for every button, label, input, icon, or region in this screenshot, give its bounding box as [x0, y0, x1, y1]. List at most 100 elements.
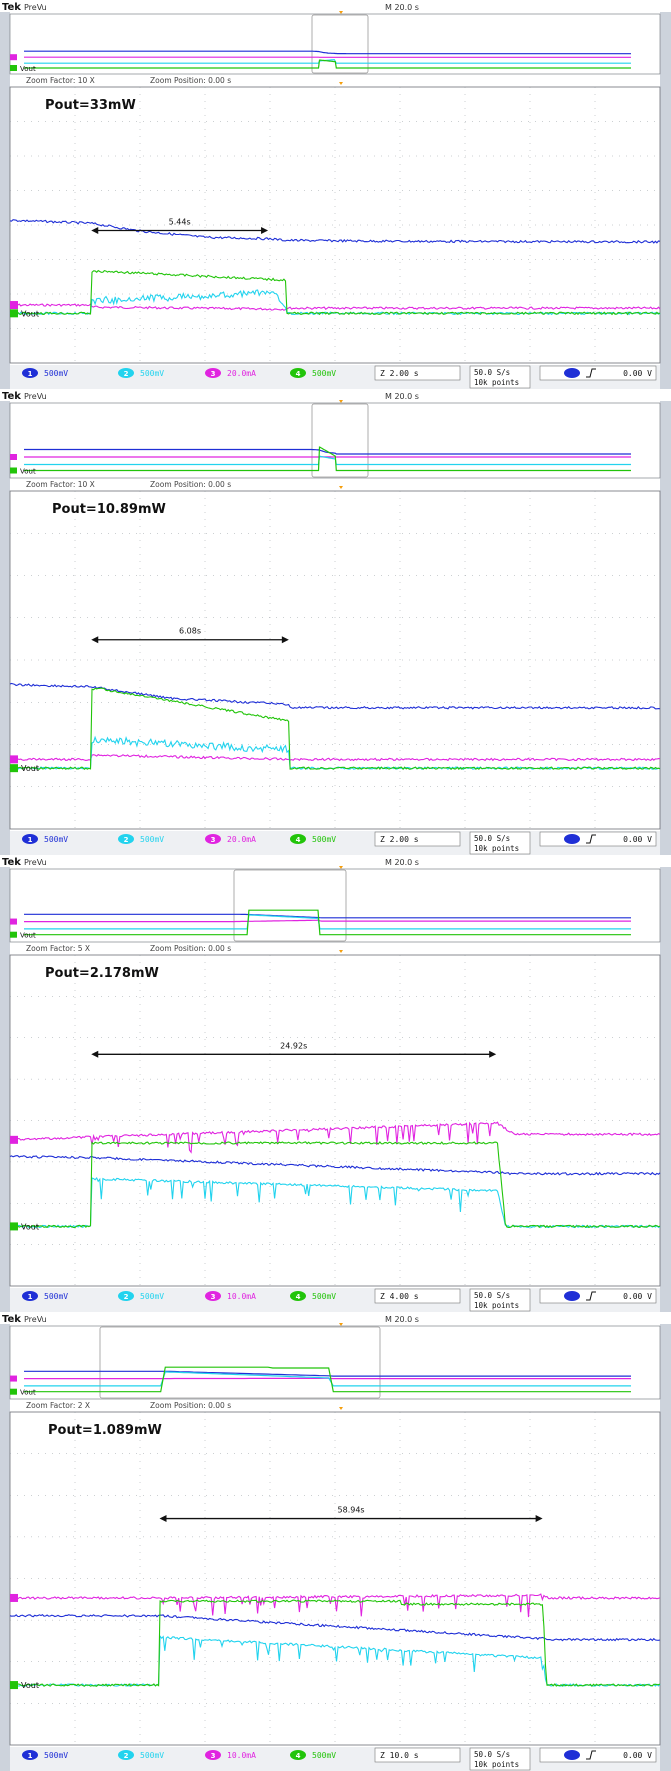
ch4-ground-marker — [10, 1222, 18, 1231]
plot-title: Pout=2.178mW — [45, 966, 159, 981]
trigger-level: 0.00 V — [623, 369, 652, 378]
scope-capture-3: Tek PreVu M 20.0 s Vout Zoom Factor: 5 X Zoom… — [0, 855, 671, 1312]
measurement-arrow-left — [91, 227, 99, 235]
channel-4-badge — [290, 368, 306, 378]
oscilloscope-screen: Tek PreVu M 20.0 s Vout Zoom Factor: 5 X Zoom… — [0, 855, 671, 1312]
zoom-trigger-marker — [339, 486, 343, 489]
sample-rate: 50.0 S/s — [474, 1750, 510, 1759]
trace-ch1 — [9, 1155, 661, 1176]
acquisition-box — [469, 1747, 531, 1771]
overview-trace-ch1 — [24, 1370, 631, 1377]
sample-rate: 50.0 S/s — [474, 1291, 510, 1300]
trace-ch1 — [9, 1614, 661, 1642]
channel-1-scale: 500mV — [44, 1751, 68, 1760]
vout-channel-label: Vout — [21, 1222, 39, 1231]
header-bar — [0, 389, 671, 401]
zoom-position-readout: Zoom Position: 0.00 s — [150, 944, 231, 953]
zoom-window-indicator — [311, 403, 369, 478]
scope-capture-4: Tek PreVu M 20.0 s Vout Zoom Factor: 2 X Zoom… — [0, 1312, 671, 1771]
zoom-position-readout: Zoom Position: 0.00 s — [150, 1401, 231, 1410]
measurement-arrow-right — [489, 1050, 497, 1058]
channel-3-number: 3 — [211, 836, 216, 844]
overview-ch3-marker — [10, 918, 17, 925]
channel-4-number: 4 — [296, 370, 301, 378]
trace-ch4 — [9, 1599, 661, 1687]
timebase-box — [374, 365, 461, 381]
acquisition-state: PreVu — [24, 858, 47, 867]
trigger-level: 0.00 V — [623, 835, 652, 844]
channel-4-badge — [290, 1750, 306, 1760]
overview-ch3-marker — [10, 1375, 17, 1382]
channel-2-scale: 500mV — [140, 1751, 164, 1760]
zoom-timebase: Z 2.00 s — [380, 369, 419, 378]
trace-ch1 — [9, 219, 661, 244]
channel-2-number: 2 — [124, 836, 129, 844]
zoom-position-readout: Zoom Position: 0.00 s — [150, 480, 231, 489]
channel-3-badge — [205, 834, 221, 844]
overview-trace-ch4 — [24, 59, 631, 69]
right-strip — [660, 0, 671, 389]
channel-2-badge — [118, 834, 134, 844]
trace-ch4 — [10, 1141, 661, 1229]
measurement-label: 58.94s — [338, 1506, 365, 1515]
overview-ch4-marker — [10, 931, 17, 938]
overview-vout-label: Vout — [20, 932, 36, 940]
channel-1-badge — [22, 368, 38, 378]
left-strip — [0, 855, 10, 1312]
trigger-source-badge — [564, 834, 580, 844]
overview-trace-ch2 — [24, 1371, 631, 1387]
overview-frame — [9, 868, 661, 943]
oscilloscope-screen: Tek PreVu M 20.0 s Vout Zoom Factor: 10 X Zoo… — [0, 0, 671, 389]
zoom-window-indicator — [233, 869, 347, 942]
timebase-box — [374, 831, 461, 847]
overview-vout-label: Vout — [20, 65, 36, 73]
measurement-label: 5.44s — [169, 218, 191, 227]
vout-channel-label: Vout — [21, 764, 39, 773]
overview-trace-ch2 — [24, 59, 631, 64]
overview-frame — [9, 1325, 661, 1400]
zoom-timebase: Z 10.0 s — [380, 1751, 419, 1760]
rising-edge-icon — [586, 1291, 596, 1301]
zoom-trigger-marker — [339, 82, 343, 85]
trace-ch3 — [9, 1121, 661, 1154]
measurement-arrow-left — [159, 1515, 167, 1523]
channel-3-scale: 10.0mA — [227, 1292, 256, 1301]
measurement-arrow-right — [281, 636, 289, 644]
overview-vout-label: Vout — [20, 1389, 36, 1397]
oscilloscope-screen: Tek PreVu M 20.0 s Vout Zoom Factor: 2 X Zoom… — [0, 1312, 671, 1771]
channel-1-badge — [22, 1750, 38, 1760]
header-bar — [0, 1312, 671, 1324]
channel-2-number: 2 — [124, 370, 129, 378]
header-bar — [0, 0, 671, 12]
acquisition-state: PreVu — [24, 1315, 47, 1324]
trigger-source-badge — [564, 368, 580, 378]
overview-frame — [9, 13, 661, 75]
channel-3-scale: 10.0mA — [227, 1751, 256, 1760]
channel-4-scale: 500mV — [312, 1292, 336, 1301]
channel-1-badge — [22, 834, 38, 844]
channel-3-scale: 20.0mA — [227, 835, 256, 844]
rising-edge-icon — [586, 1750, 596, 1760]
channel-3-badge — [205, 368, 221, 378]
tek-logo: Tek — [2, 2, 21, 13]
measurement-arrow-right — [261, 227, 269, 235]
overview-ch3-marker — [10, 454, 17, 460]
header-bar — [0, 855, 671, 867]
overview-trace-ch4 — [24, 909, 631, 936]
vout-channel-label: Vout — [21, 1681, 39, 1690]
trigger-position-marker — [339, 400, 343, 403]
channel-4-number: 4 — [296, 836, 301, 844]
zoom-window-indicator — [311, 14, 369, 74]
channel-2-badge — [118, 368, 134, 378]
channel-1-number: 1 — [28, 1293, 33, 1301]
record-length: 10k points — [474, 378, 519, 387]
graticule-frame — [9, 86, 661, 364]
zoom-factor-readout: Zoom Factor: 10 X — [26, 76, 95, 85]
ch3-ground-marker — [10, 1135, 18, 1144]
channel-3-scale: 20.0mA — [227, 369, 256, 378]
ch4-ground-marker — [10, 764, 18, 773]
plot-title: Pout=33mW — [45, 98, 136, 113]
overview-ch4-marker — [10, 1388, 17, 1395]
channel-3-number: 3 — [211, 1293, 216, 1301]
ch3-ground-marker — [10, 301, 18, 310]
